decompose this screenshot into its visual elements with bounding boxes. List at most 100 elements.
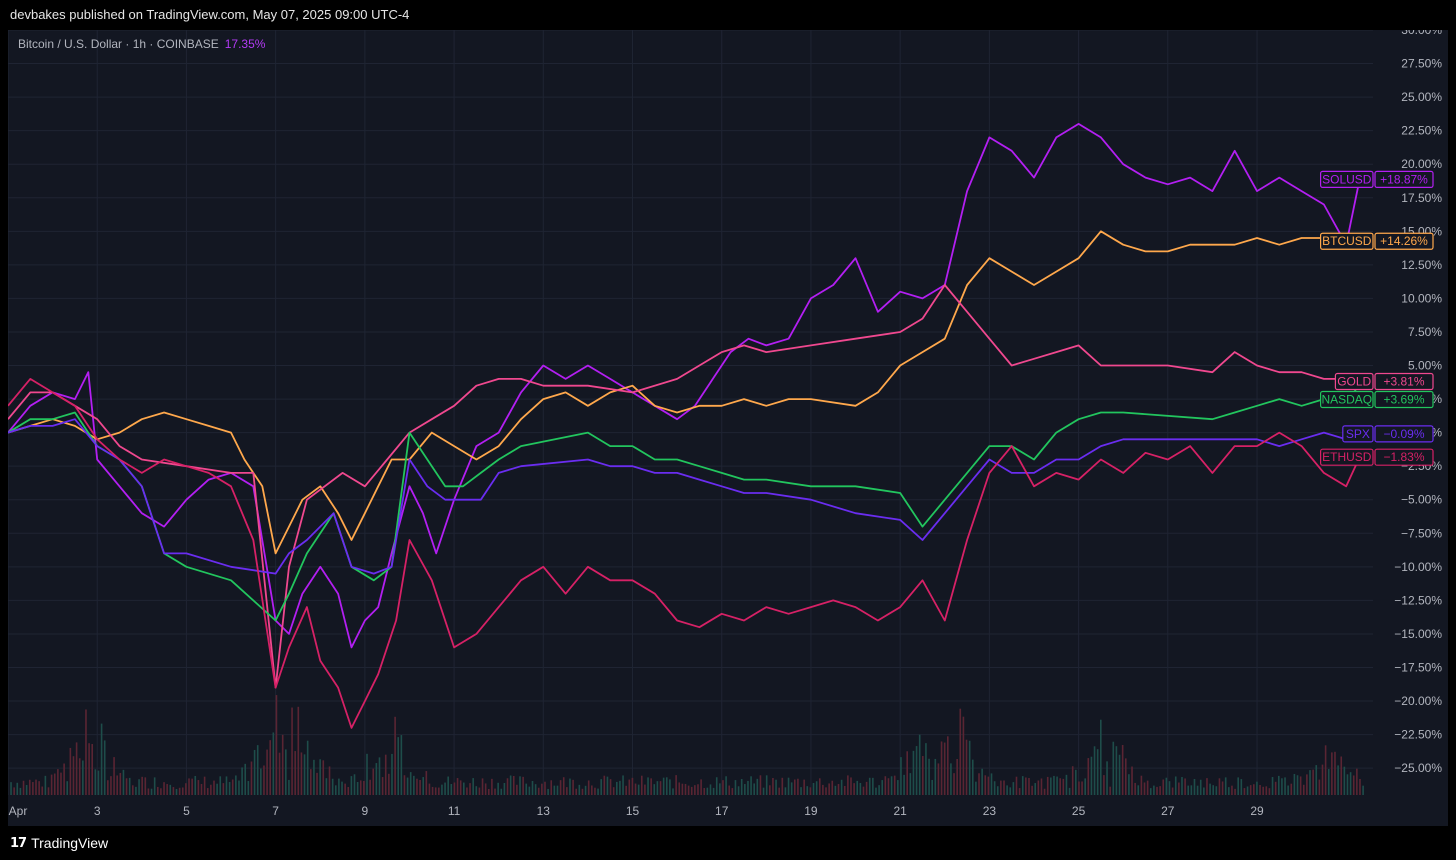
volume-bar	[806, 786, 809, 795]
volume-bar	[1196, 785, 1199, 795]
badge-name-box	[1342, 425, 1374, 443]
volume-bar	[1253, 784, 1255, 795]
volume-bar	[697, 784, 699, 795]
volume-bar	[541, 783, 543, 795]
volume-bar	[719, 783, 721, 795]
volume-bar	[275, 695, 278, 795]
volume-bar	[219, 776, 222, 795]
volume-bar	[85, 709, 87, 795]
volume-bar	[447, 776, 449, 795]
volume-bar	[647, 777, 649, 795]
volume-bar	[781, 777, 784, 795]
volume-bar	[288, 779, 290, 795]
volume-bar	[875, 787, 877, 795]
volume-bar	[522, 776, 524, 795]
volume-bar	[975, 781, 977, 795]
x-tick-label: 23	[983, 804, 997, 818]
volume-bar	[915, 746, 918, 795]
symbol-legend[interactable]: Bitcoin / U.S. Dollar · 1h · COINBASE 17.…	[18, 37, 265, 51]
x-tick-label: 17	[715, 804, 729, 818]
volume-bar	[1212, 785, 1215, 795]
volume-bar	[444, 782, 446, 795]
volume-bar	[1302, 784, 1305, 795]
volume-bar	[1006, 785, 1008, 795]
volume-bar	[987, 776, 990, 795]
volume-bar	[309, 769, 312, 795]
volume-bar	[1103, 775, 1105, 795]
volume-bar	[1259, 785, 1261, 795]
volume-bar	[1193, 779, 1196, 795]
volume-bar	[478, 787, 481, 795]
volume-bar	[256, 745, 259, 795]
y-tick-label: −5.00%	[1401, 493, 1442, 507]
volume-bar	[644, 784, 646, 795]
volume-bar	[469, 783, 471, 795]
volume-bar	[850, 777, 852, 795]
x-tick-label: 13	[537, 804, 551, 818]
x-tick-label: 29	[1250, 804, 1264, 818]
volume-bar	[650, 778, 652, 795]
series-line-ethusd	[8, 378, 1361, 729]
volume-bar	[1081, 781, 1083, 795]
volume-bar	[597, 788, 599, 795]
volume-bar	[971, 759, 974, 795]
volume-bar	[953, 773, 955, 795]
volume-bar	[353, 774, 356, 795]
badge-value-box	[1374, 390, 1434, 409]
volume-bar	[731, 788, 734, 795]
volume-bar	[512, 775, 515, 795]
volume-bar	[1168, 781, 1171, 795]
y-tick-label: −15.00%	[1394, 627, 1442, 641]
volume-bar	[959, 708, 962, 795]
volume-bar	[1071, 766, 1074, 795]
volume-bar	[1062, 778, 1065, 795]
volume-bar	[1171, 787, 1174, 795]
volume-bar	[231, 779, 234, 795]
volume-bar	[88, 743, 90, 795]
volume-bar	[656, 781, 659, 795]
volume-bar	[703, 788, 706, 795]
volume-bar	[269, 740, 272, 795]
x-tick-label: 7	[272, 804, 279, 818]
volume-bar	[397, 737, 400, 795]
volume-bar	[616, 781, 618, 795]
volume-bar	[1262, 786, 1264, 795]
volume-bar	[260, 768, 262, 795]
tradingview-logo[interactable]: 17 TradingView	[10, 834, 108, 852]
volume-bar	[772, 777, 774, 795]
volume-bar	[1178, 782, 1180, 795]
volume-bar	[1018, 788, 1021, 795]
volume-bar	[694, 785, 696, 795]
volume-bar	[125, 778, 128, 795]
comparison-chart[interactable]: 30.00%27.50%25.00%22.50%20.00%17.50%15.0…	[8, 30, 1448, 826]
volume-bar	[128, 777, 131, 795]
volume-bar	[965, 739, 968, 795]
volume-bar	[591, 785, 593, 795]
volume-bar	[138, 779, 140, 795]
volume-bar	[32, 782, 34, 795]
volume-bar	[1206, 778, 1208, 795]
symbol-text: Bitcoin / U.S. Dollar · 1h · COINBASE	[18, 37, 219, 51]
volume-bar	[556, 785, 559, 795]
volume-bar	[210, 784, 212, 795]
volume-bar	[1224, 777, 1227, 795]
volume-bar	[100, 723, 103, 795]
volume-bar	[463, 782, 465, 795]
volume-bar	[909, 773, 912, 795]
volume-bar	[381, 777, 384, 795]
volume-bar	[581, 788, 584, 795]
badge-name: SPX	[1346, 427, 1370, 441]
volume-bar	[406, 777, 409, 795]
volume-bar	[1034, 783, 1037, 795]
volume-bar	[1271, 777, 1274, 795]
badge-value-box	[1374, 170, 1434, 188]
badge-value-box	[1374, 425, 1434, 443]
badge-name-box	[1319, 232, 1374, 250]
volume-bar	[728, 785, 731, 795]
chart-area[interactable]: 30.00% 27.50% 25.00% 22.50% 20.00% 17.50% 15.0…	[8, 30, 1448, 826]
volume-bar	[937, 763, 940, 795]
volume-bar	[887, 778, 890, 795]
volume-bar	[890, 776, 893, 795]
volume-bar	[619, 780, 621, 795]
badge-name-box	[1319, 390, 1374, 409]
